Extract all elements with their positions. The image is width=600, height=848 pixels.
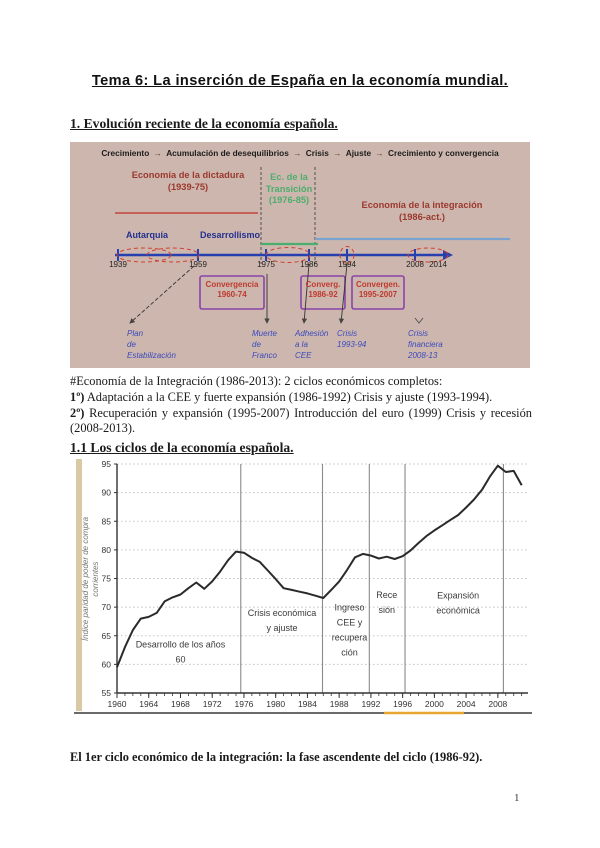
item-1-prefix: 1º) xyxy=(70,389,85,404)
era-label: Economía de la dictadura (1939-75) xyxy=(131,170,245,192)
y-axis-tick-label: 75 xyxy=(102,574,112,584)
chart-annotation: Desarrollo de los años xyxy=(136,639,226,649)
page-title: Tema 6: La inserción de España en la eco… xyxy=(0,72,600,90)
page-number: 1 xyxy=(514,792,520,804)
flow-step: Crisis xyxy=(305,148,329,158)
timeline-year-label: 1986 xyxy=(300,260,318,269)
cycles-chart: 55 60 65 70 75 80 85 90 95 1960 1964 1968 1972 1976 19… xyxy=(72,457,534,725)
cycle-ellipse xyxy=(116,247,172,263)
event-label: Adhesión a la CEE xyxy=(295,329,329,360)
y-axis-tick-label: 70 xyxy=(102,602,112,612)
chart-annotation: recupera xyxy=(332,633,368,643)
era-label: Ec. de la Transición (1976-85) xyxy=(265,172,313,206)
timeline-year-label: 2008 xyxy=(406,260,424,269)
x-axis-tick-label: 1988 xyxy=(330,699,349,709)
timeline-year-label: 1975 xyxy=(257,260,275,269)
y-axis-tick-label: 60 xyxy=(102,659,112,669)
timeline-year-label: 1994 xyxy=(338,260,356,269)
flow-arrow-icon: → xyxy=(151,148,165,158)
item-1-text: Adaptación a la CEE y fuerte expansión (… xyxy=(84,389,493,404)
event-v-arrowhead xyxy=(414,317,424,324)
x-axis-tick-label: 1968 xyxy=(171,699,190,709)
chart-annotation: Expansión xyxy=(437,591,479,601)
y-axis-tick-label: 90 xyxy=(102,488,112,498)
section-1-heading: 1. Evolución reciente de la economía esp… xyxy=(70,116,338,131)
timeline-year-label: 1939 xyxy=(109,260,127,269)
x-axis-tick-label: 1980 xyxy=(266,699,285,709)
growth-cycle-sequence: Crecimiento → Acumulación de desequilibr… xyxy=(70,148,530,158)
flow-step: Crecimiento y convergencia xyxy=(388,148,499,158)
convergence-box-label: Convergencia 1960-74 xyxy=(205,280,259,300)
data-line xyxy=(116,464,523,668)
flow-step: Ajuste xyxy=(345,148,372,158)
timeline-year-label: 2014 xyxy=(429,260,447,269)
chart-annotation: 60 xyxy=(175,654,185,664)
x-axis-tick-label: 2004 xyxy=(457,699,476,709)
chart-annotation: Rece xyxy=(376,590,397,600)
y-axis-tick-label: 65 xyxy=(102,631,112,641)
flow-arrow-icon: → xyxy=(290,148,304,158)
x-axis-tick-label: 2000 xyxy=(425,699,444,709)
paragraph-item-2: 2º) Recuperación y expansión (1995-2007)… xyxy=(70,406,532,438)
x-axis-tick-label: 1976 xyxy=(234,699,253,709)
cycle-ellipse xyxy=(146,247,200,263)
y-axis-label: Índice paridad de poder de compra xyxy=(81,516,90,641)
x-axis-tick-label: 1992 xyxy=(361,699,380,709)
x-axis-tick-label: 1960 xyxy=(108,699,127,709)
convergence-box xyxy=(300,275,346,310)
scan-edge-strip xyxy=(76,459,82,711)
era-label: Economía de la integración (1986-act.) xyxy=(361,200,483,222)
x-axis-tick-label: 1996 xyxy=(393,699,412,709)
chart-annotation: y ajuste xyxy=(267,623,298,633)
section-1-1-heading: 1.1 Los ciclos de la economía española. xyxy=(70,440,294,455)
convergence-box xyxy=(199,275,265,310)
event-connector xyxy=(129,265,195,324)
item-2-text: Recuperación y expansión (1995-2007) Int… xyxy=(70,405,532,436)
chart-annotation: sión xyxy=(379,605,396,615)
item-2-prefix: 2º) xyxy=(70,405,85,420)
flow-arrow-icon: → xyxy=(330,148,344,158)
event-label: Plan de Estabilización xyxy=(127,329,176,360)
convergence-box xyxy=(351,275,405,310)
x-axis-tick-label: 1984 xyxy=(298,699,317,709)
phase-label: Autarquía xyxy=(125,230,168,240)
event-label: Crisis 1993-94 xyxy=(337,329,367,349)
x-axis-tick-label: 2008 xyxy=(488,699,507,709)
event-connector xyxy=(338,263,348,324)
timeline-year-label: 1959 xyxy=(189,260,207,269)
event-label: Muerte de Franco xyxy=(252,329,277,360)
y-axis-tick-label: 85 xyxy=(102,516,112,526)
timeline-graphics xyxy=(115,167,510,324)
integration-paragraph: #Economía de la Integración (1986-2013):… xyxy=(70,374,532,437)
event-connector xyxy=(301,263,310,324)
paragraph-intro: #Economía de la Integración (1986-2013):… xyxy=(70,374,443,388)
page-title-text: Tema 6: La inserción de España en la eco… xyxy=(91,73,509,89)
y-axis-tick-label: 80 xyxy=(102,545,112,555)
chart-annotation: económica xyxy=(436,606,480,616)
paragraph-item-1: 1º) Adaptación a la CEE y fuerte expansi… xyxy=(70,390,532,406)
event-label: Crisis financiera 2008-13 xyxy=(408,329,443,360)
cycle-ellipse xyxy=(407,247,449,263)
cycles-chart-graphics: 55 60 65 70 75 80 85 90 95 1960 1964 1968 1972 1976 19… xyxy=(74,459,532,715)
chart-annotation: ción xyxy=(341,648,358,658)
phase-label: Desarrollismo xyxy=(199,230,261,240)
closing-line: El 1er ciclo económico de la integración… xyxy=(70,750,483,764)
flow-arrow-icon: → xyxy=(373,148,387,158)
flow-step: Acumulación de desequilibrios xyxy=(166,148,289,158)
y-axis-label: corrientes xyxy=(91,561,100,596)
chart-annotation: Crisis económica xyxy=(248,608,317,618)
y-axis-tick-label: 95 xyxy=(102,459,112,469)
timeline-diagram: Crecimiento → Acumulación de desequilibr… xyxy=(70,142,530,368)
y-axis-tick-label: 55 xyxy=(102,688,112,698)
x-axis-tick-label: 1964 xyxy=(139,699,158,709)
x-axis-tick-label: 1972 xyxy=(203,699,222,709)
chart-annotation: CEE y xyxy=(337,618,363,628)
flow-step: Crecimiento xyxy=(101,148,150,158)
cycle-ellipse xyxy=(265,247,311,263)
chart-annotation: Ingreso xyxy=(334,603,364,613)
convergence-box-label: Convergen. 1995-2007 xyxy=(355,280,400,300)
convergence-box-label: Converg. 1986-92 xyxy=(305,280,341,300)
cycle-ellipse xyxy=(339,246,355,264)
